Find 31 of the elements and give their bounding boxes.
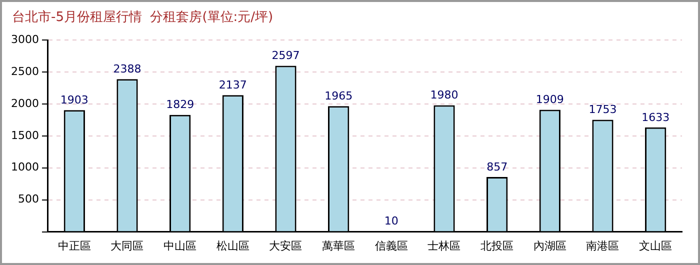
data-label: 1829 bbox=[166, 98, 194, 112]
y-tick-label: 1000 bbox=[10, 160, 39, 174]
data-label: 857 bbox=[486, 160, 508, 174]
y-tick-label: 500 bbox=[18, 192, 39, 206]
x-tick-label: 士林區 bbox=[428, 239, 461, 252]
x-tick-label: 大同區 bbox=[110, 239, 144, 252]
chart-title: 台北市-5月份租屋行情 分租套房(單位:元/坪) bbox=[12, 9, 274, 26]
data-label: 1753 bbox=[588, 103, 617, 116]
x-tick-label: 南港區 bbox=[586, 239, 620, 252]
x-tick-label: 中山區 bbox=[164, 239, 197, 252]
data-label: 1965 bbox=[324, 90, 353, 103]
data-label: 1903 bbox=[60, 93, 88, 106]
x-tick-label: 中正區 bbox=[58, 239, 91, 252]
data-label: 2137 bbox=[218, 78, 247, 92]
y-tick-label: 2500 bbox=[10, 64, 39, 78]
x-tick-label: 大安區 bbox=[269, 239, 302, 252]
y-tick-label: 1500 bbox=[10, 128, 39, 142]
x-tick-label: 文山區 bbox=[639, 239, 672, 252]
x-tick-label: 萬華區 bbox=[322, 239, 356, 252]
data-label: 1980 bbox=[430, 88, 458, 102]
data-label: 2597 bbox=[272, 49, 300, 62]
y-tick-label: 2000 bbox=[10, 96, 39, 110]
x-tick-label: 內湖區 bbox=[533, 239, 566, 252]
x-tick-label: 松山區 bbox=[216, 239, 250, 252]
data-label: 1633 bbox=[642, 110, 670, 124]
data-label: 2388 bbox=[113, 62, 142, 76]
data-label: 10 bbox=[384, 214, 398, 228]
data-label: 1909 bbox=[536, 93, 564, 106]
y-tick-label: 3000 bbox=[10, 32, 39, 46]
x-tick-label: 信義區 bbox=[374, 239, 408, 252]
x-tick-label: 北投區 bbox=[480, 239, 514, 252]
